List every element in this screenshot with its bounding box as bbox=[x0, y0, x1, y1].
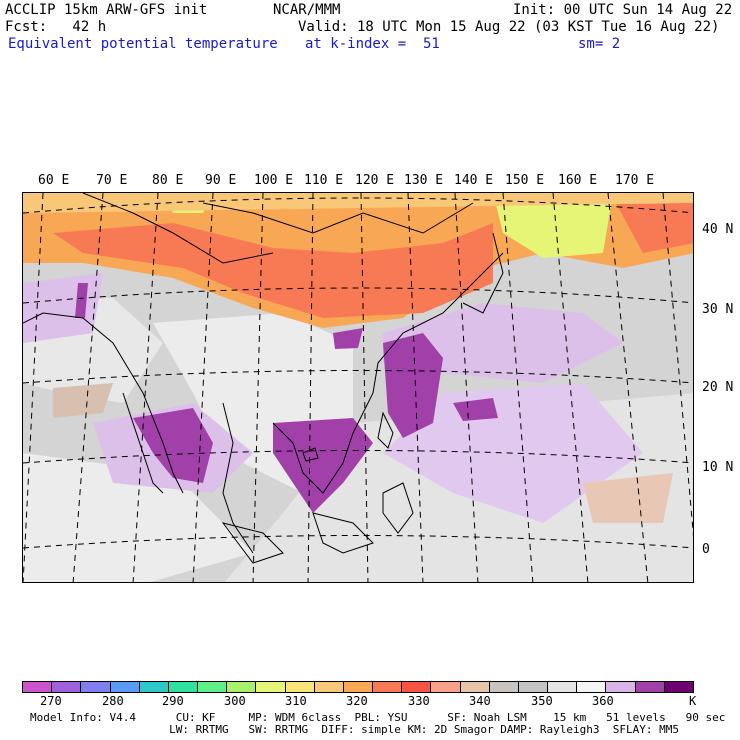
lon-label: 110 E bbox=[304, 173, 344, 188]
colorbar bbox=[22, 681, 694, 693]
lat-label: 10 N bbox=[702, 460, 734, 475]
colorbar-tick: 280 bbox=[102, 694, 124, 708]
lat-label: 30 N bbox=[702, 302, 734, 317]
field-region-purple bbox=[333, 328, 363, 349]
colorbar-swatch bbox=[23, 682, 53, 692]
colorbar-swatch bbox=[81, 682, 111, 692]
colorbar-swatch bbox=[343, 682, 374, 692]
field-region-light-orange bbox=[23, 193, 693, 213]
init-time: Init: 00 UTC Sun 14 Aug 22 bbox=[513, 2, 733, 18]
colorbar-swatch bbox=[460, 682, 490, 692]
smoothing-label: sm= 2 bbox=[578, 36, 621, 52]
colorbar-swatch bbox=[256, 682, 286, 692]
lon-label: 120 E bbox=[355, 173, 395, 188]
colorbar-swatch bbox=[314, 682, 344, 692]
map-panel bbox=[22, 192, 694, 583]
colorbar-swatch bbox=[635, 682, 665, 692]
colorbar-tick: 270 bbox=[40, 694, 62, 708]
institution-label: NCAR/MMM bbox=[273, 2, 341, 18]
colorbar-swatch bbox=[110, 682, 140, 692]
lon-label: 90 E bbox=[205, 173, 237, 188]
colorbar-swatch bbox=[227, 682, 257, 692]
lon-label: 60 E bbox=[38, 173, 70, 188]
colorbar-swatch bbox=[664, 682, 693, 692]
colorbar-swatch bbox=[168, 682, 199, 692]
colorbar-swatch bbox=[402, 682, 432, 692]
lon-label: 130 E bbox=[404, 173, 444, 188]
model-title: ACCLIP 15km ARW-GFS init bbox=[5, 2, 208, 18]
lon-label: 150 E bbox=[505, 173, 545, 188]
lon-label: 170 E bbox=[615, 173, 655, 188]
colorbar-swatch bbox=[52, 682, 82, 692]
field-region-tan bbox=[583, 473, 673, 523]
graticule bbox=[23, 193, 693, 582]
lon-label: 100 E bbox=[254, 173, 294, 188]
colorbar-tick: 360 bbox=[592, 694, 614, 708]
field-region-purple bbox=[383, 333, 443, 438]
colorbar-swatch bbox=[489, 682, 519, 692]
field-region-light bbox=[23, 453, 253, 582]
valid-time: Valid: 18 UTC Mon 15 Aug 22 (03 KST Tue … bbox=[298, 19, 720, 35]
model-info-line2: LW: RRTMG SW: RRTMG DIFF: simple KM: 2D … bbox=[30, 723, 680, 736]
lat-label: 40 N bbox=[702, 222, 734, 237]
lon-label: 80 E bbox=[152, 173, 184, 188]
colorbar-tick: 340 bbox=[469, 694, 491, 708]
colorbar-swatch bbox=[518, 682, 549, 692]
forecast-hour: Fcst: 42 h bbox=[5, 19, 107, 35]
colorbar-tick: 310 bbox=[285, 694, 307, 708]
field-region-purple bbox=[75, 283, 88, 318]
colorbar-unit: K bbox=[689, 694, 697, 708]
colorbar-swatch bbox=[373, 682, 403, 692]
colorbar-tick: 320 bbox=[346, 694, 368, 708]
colorbar-swatch bbox=[606, 682, 636, 692]
level-label: at k-index = 51 bbox=[305, 36, 440, 52]
colorbar-swatch bbox=[431, 682, 461, 692]
field-region-tan bbox=[53, 383, 113, 418]
field-name: Equivalent potential temperature bbox=[8, 36, 278, 52]
field-region-purple bbox=[133, 408, 213, 483]
field-region-purple bbox=[273, 418, 373, 513]
lon-label: 160 E bbox=[558, 173, 598, 188]
lon-label: 140 E bbox=[454, 173, 494, 188]
field-region-lavender bbox=[383, 303, 623, 383]
field-region-purple bbox=[453, 398, 498, 421]
lat-label: 20 N bbox=[702, 380, 734, 395]
colorbar-swatch bbox=[198, 682, 228, 692]
field-region-lavender bbox=[23, 273, 103, 343]
colorbar-swatch bbox=[548, 682, 578, 692]
colorbar-swatch bbox=[139, 682, 169, 692]
lat-label: 0 bbox=[702, 542, 710, 557]
lon-label: 70 E bbox=[96, 173, 128, 188]
colorbar-tick: 300 bbox=[224, 694, 246, 708]
colorbar-tick: 350 bbox=[531, 694, 553, 708]
colorbar-tick: 290 bbox=[162, 694, 184, 708]
theta-e-field bbox=[23, 193, 693, 582]
field-region-red bbox=[53, 223, 493, 318]
field-region-yellow bbox=[493, 193, 613, 258]
model-info-line1: Model Info: V4.4 CU: KF MP: WDM 6class P… bbox=[30, 711, 726, 724]
field-region-lavender bbox=[383, 383, 643, 523]
colorbar-tick: 330 bbox=[408, 694, 430, 708]
coastlines bbox=[23, 193, 504, 564]
colorbar-swatch bbox=[577, 682, 607, 692]
colorbar-swatch bbox=[285, 682, 315, 692]
